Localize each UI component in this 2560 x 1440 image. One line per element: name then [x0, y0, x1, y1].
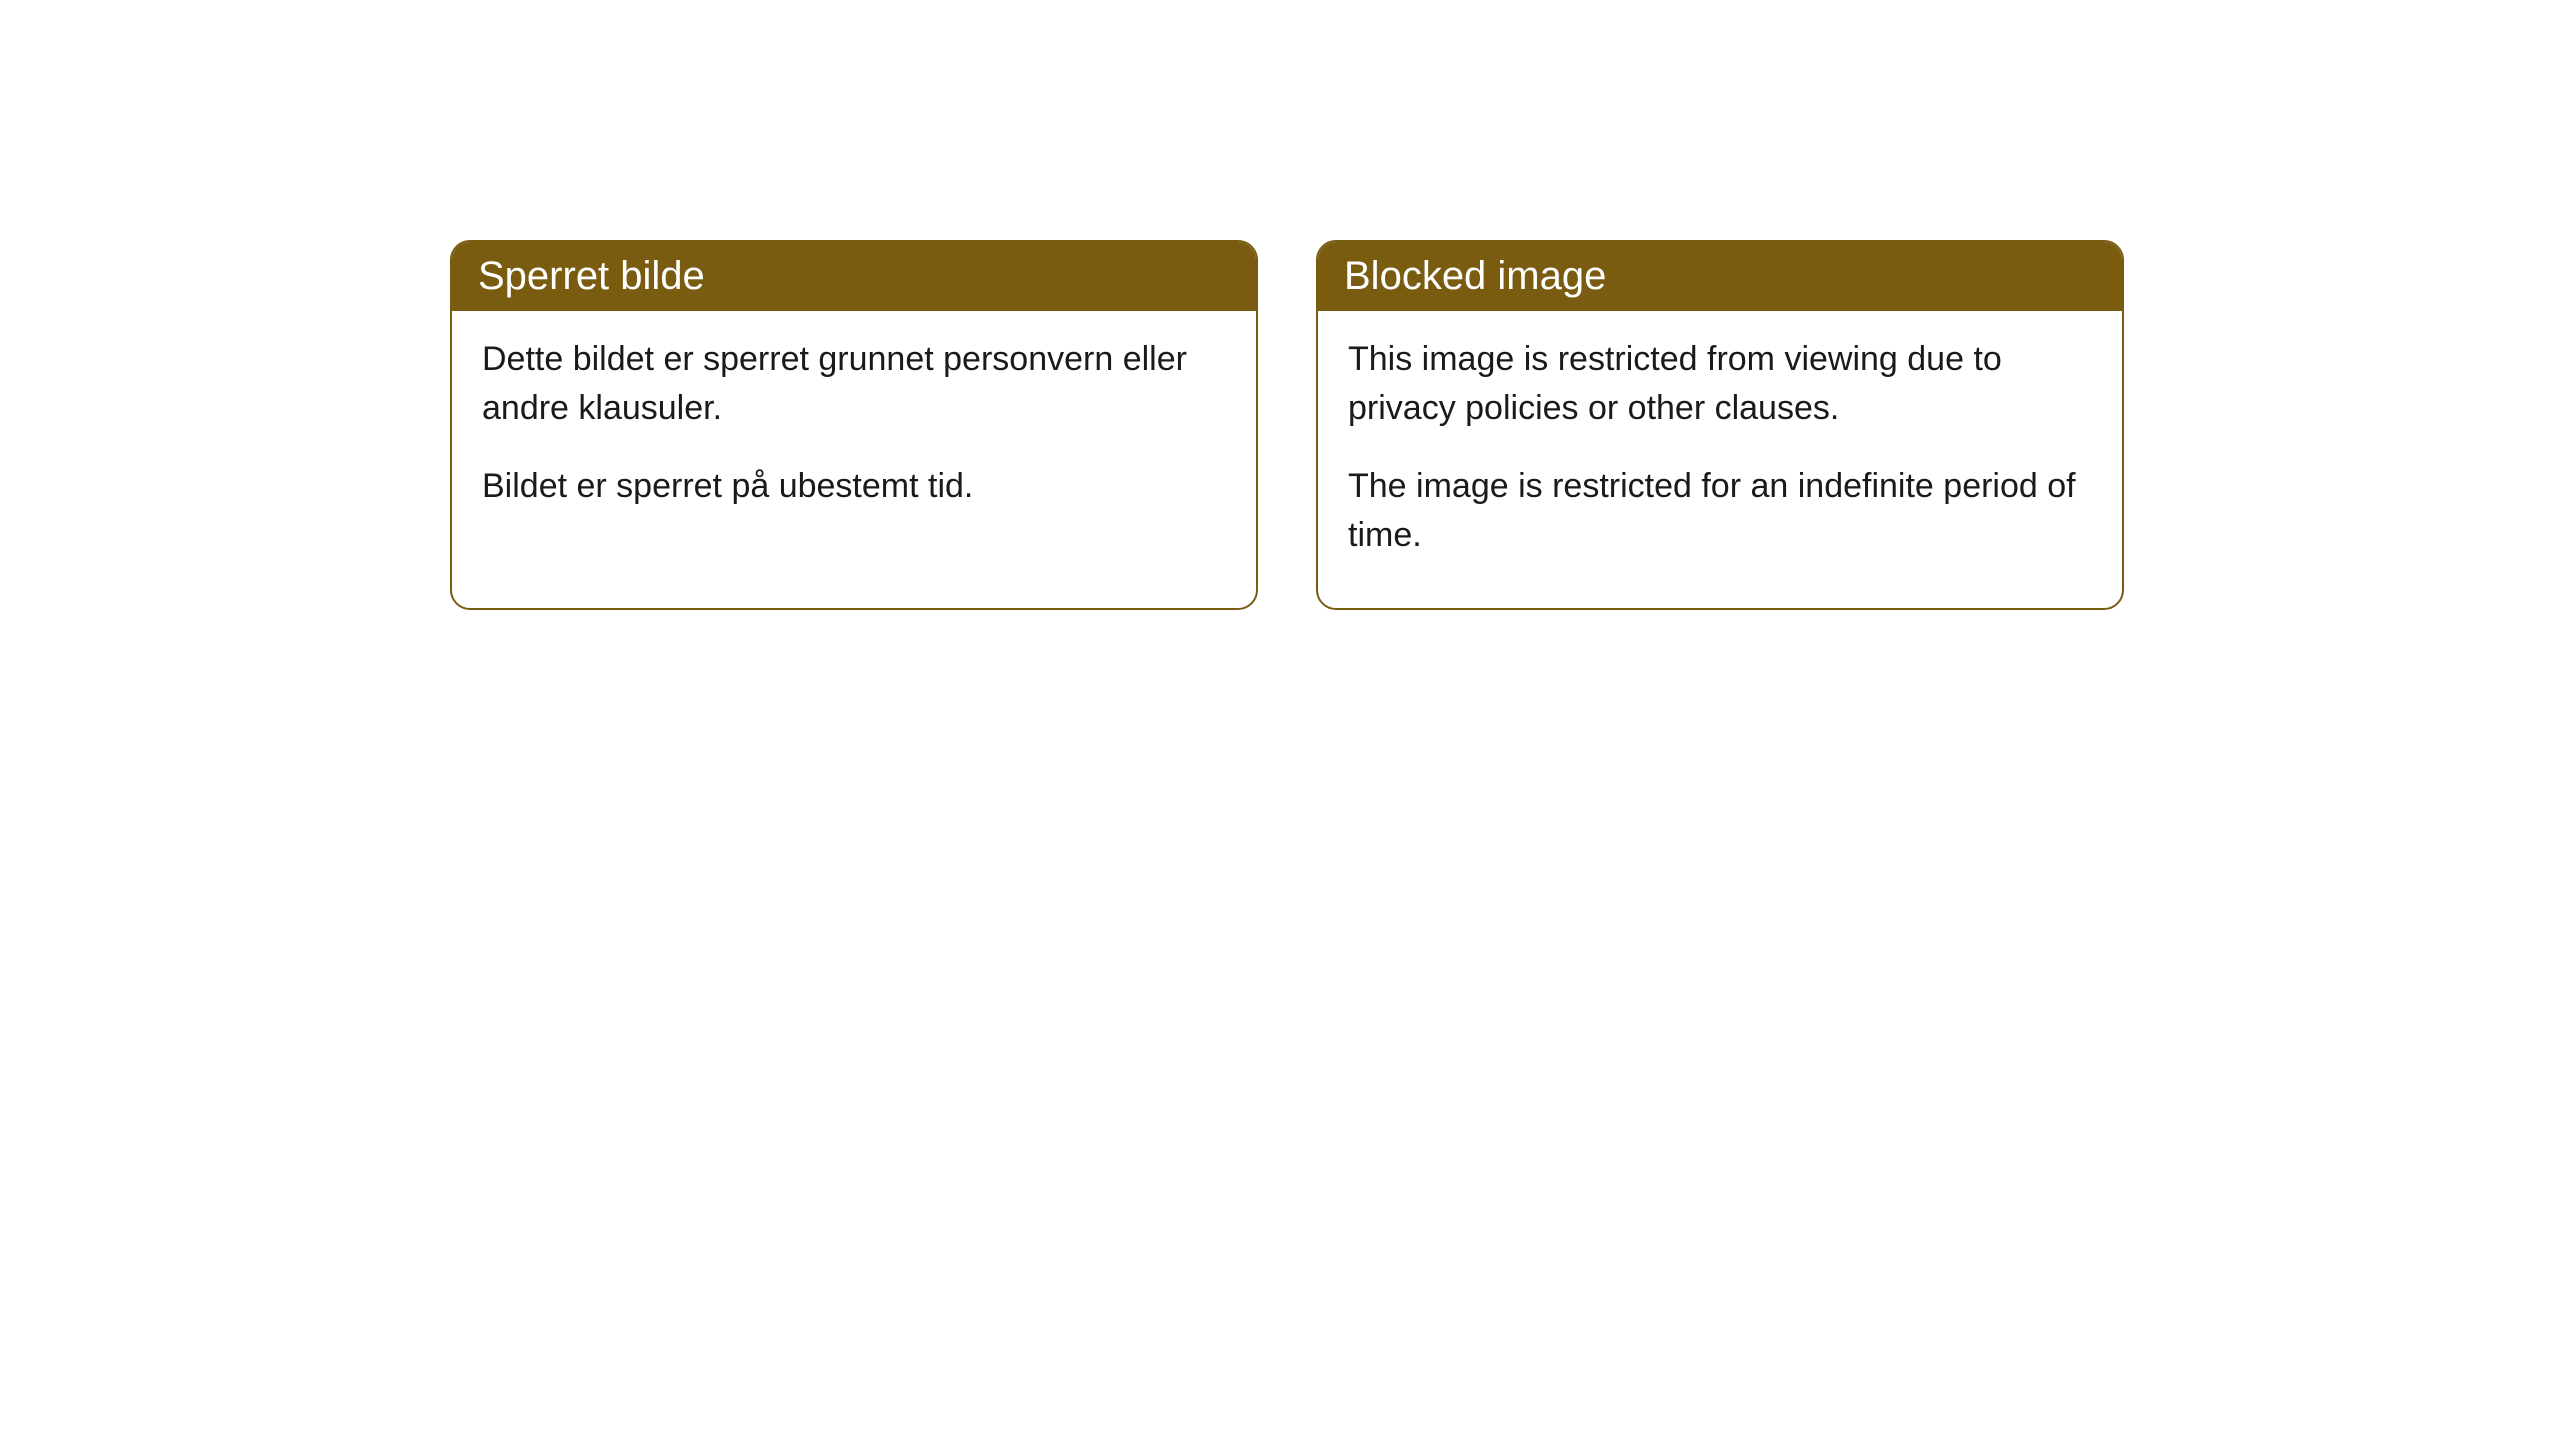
notice-cards-container: Sperret bilde Dette bildet er sperret gr… — [450, 240, 2560, 610]
card-paragraph: This image is restricted from viewing du… — [1348, 335, 2092, 434]
card-paragraph: Bildet er sperret på ubestemt tid. — [482, 462, 1226, 511]
notice-card-norwegian: Sperret bilde Dette bildet er sperret gr… — [450, 240, 1258, 610]
card-paragraph: Dette bildet er sperret grunnet personve… — [482, 335, 1226, 434]
notice-card-english: Blocked image This image is restricted f… — [1316, 240, 2124, 610]
card-title: Blocked image — [1344, 254, 1606, 298]
card-body: Dette bildet er sperret grunnet personve… — [452, 311, 1256, 559]
card-header: Blocked image — [1318, 242, 2122, 311]
card-paragraph: The image is restricted for an indefinit… — [1348, 462, 2092, 561]
card-body: This image is restricted from viewing du… — [1318, 311, 2122, 608]
card-title: Sperret bilde — [478, 254, 705, 298]
card-header: Sperret bilde — [452, 242, 1256, 311]
